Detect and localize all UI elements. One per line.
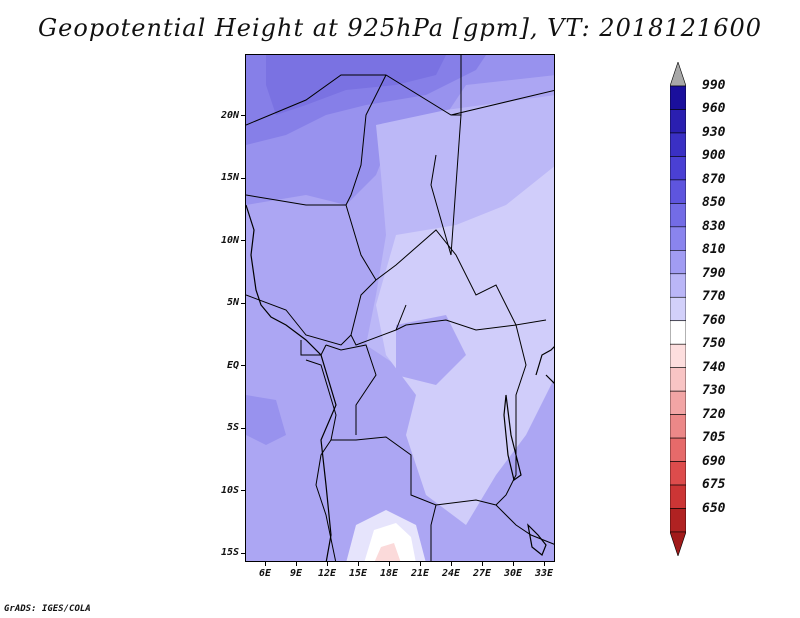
colorbar-swatch <box>670 437 686 462</box>
colorbar-swatch <box>670 179 686 204</box>
lat-tick <box>241 365 245 366</box>
lat-label-15n: 15N <box>220 172 239 183</box>
lon-label-24e: 24E <box>441 568 461 579</box>
lon-tick <box>265 562 266 566</box>
map-fill <box>246 55 554 561</box>
lon-tick <box>513 562 514 566</box>
lat-label-5n: 5N <box>226 297 239 308</box>
lon-label-18e: 18E <box>379 568 399 579</box>
colorbar-level-label: 990 <box>702 78 726 93</box>
lon-tick <box>482 562 483 566</box>
colorbar-swatch <box>670 109 686 134</box>
colorbar-level-label: 730 <box>702 383 726 399</box>
colorbar-swatch <box>670 250 686 275</box>
colorbar-level-label: 690 <box>702 453 726 469</box>
lat-tick <box>241 240 245 241</box>
colorbar-level-label: 900 <box>702 148 726 164</box>
colorbar-level-label: 740 <box>702 359 726 375</box>
contour-830-west <box>246 395 286 445</box>
colorbar-swatch <box>670 132 686 157</box>
colorbar-level-label: 770 <box>702 289 726 305</box>
lon-tick <box>327 562 328 566</box>
colorbar-bottom-arrow <box>670 531 686 556</box>
grads-credit: GrADS: IGES/COLA <box>4 604 91 614</box>
map-title: Geopotential Height at 925hPa [gpm], VT:… <box>38 14 762 42</box>
lon-tick <box>544 562 545 566</box>
lon-tick <box>451 562 452 566</box>
colorbar-swatch <box>670 414 686 439</box>
lat-label-10s: 10S <box>220 485 239 496</box>
lon-tick <box>296 562 297 566</box>
colorbar-swatch <box>670 461 686 486</box>
lat-tick <box>241 178 245 179</box>
lon-tick <box>389 562 390 566</box>
colorbar-swatch <box>670 156 686 181</box>
colorbar-level-label: 930 <box>702 124 726 140</box>
contour-870 <box>266 55 446 115</box>
colorbar-top-arrow <box>670 62 686 87</box>
colorbar-level-label: 960 <box>702 101 726 117</box>
lon-tick <box>358 562 359 566</box>
map-panel <box>245 54 555 562</box>
lon-label-33e: 33E <box>534 568 554 579</box>
contour-770 <box>376 166 554 525</box>
colorbar-swatch <box>670 390 686 415</box>
colorbar-swatch <box>670 320 686 345</box>
lon-label-6e: 6E <box>258 568 272 579</box>
colorbar-level-label: 650 <box>702 500 726 516</box>
contour-760 <box>364 523 416 561</box>
colorbar-level-label: 830 <box>702 218 726 234</box>
lat-tick <box>241 428 245 429</box>
lat-label-20n: 20N <box>220 110 239 121</box>
lat-label-10n: 10N <box>220 235 239 246</box>
lat-label-15s: 15S <box>220 547 239 558</box>
colorbar-swatch <box>670 226 686 251</box>
colorbar-level-label: 750 <box>702 336 726 352</box>
colorbar-swatch <box>670 85 686 110</box>
lat-tick <box>241 553 245 554</box>
lon-tick <box>420 562 421 566</box>
colorbar-level-label: 870 <box>702 171 726 187</box>
lat-tick <box>241 490 245 491</box>
colorbar-swatch <box>670 203 686 228</box>
colorbar-level-label: 790 <box>702 265 726 281</box>
coastline <box>246 204 554 561</box>
lat-label-5s: 5S <box>226 422 239 433</box>
lon-label-15e: 15E <box>348 568 368 579</box>
lon-label-27e: 27E <box>472 568 492 579</box>
colorbar-level-label: 720 <box>702 406 726 422</box>
contour-810-patch <box>396 315 466 385</box>
lon-label-21e: 21E <box>410 568 430 579</box>
colorbar-level-label: 810 <box>702 242 726 258</box>
colorbar-swatch <box>670 343 686 368</box>
colorbar-swatch <box>670 367 686 392</box>
lon-label-30e: 30E <box>503 568 523 579</box>
lat-tick <box>241 115 245 116</box>
colorbar-level-label: 850 <box>702 195 726 211</box>
colorbar-level-label: 760 <box>702 312 726 328</box>
contour-750 <box>374 543 401 561</box>
colorbar-swatch <box>670 273 686 298</box>
country-borders <box>246 55 554 561</box>
colorbar-level-label: 675 <box>702 477 726 493</box>
colorbar <box>670 62 686 556</box>
colorbar-swatch <box>670 296 686 322</box>
lat-label-eq: EQ <box>226 360 239 371</box>
colorbar-swatch <box>670 484 686 509</box>
colorbar-swatch <box>670 508 686 533</box>
lon-label-9e: 9E <box>289 568 303 579</box>
lon-label-12e: 12E <box>317 568 337 579</box>
colorbar-level-label: 705 <box>702 430 726 446</box>
lat-tick <box>241 303 245 304</box>
